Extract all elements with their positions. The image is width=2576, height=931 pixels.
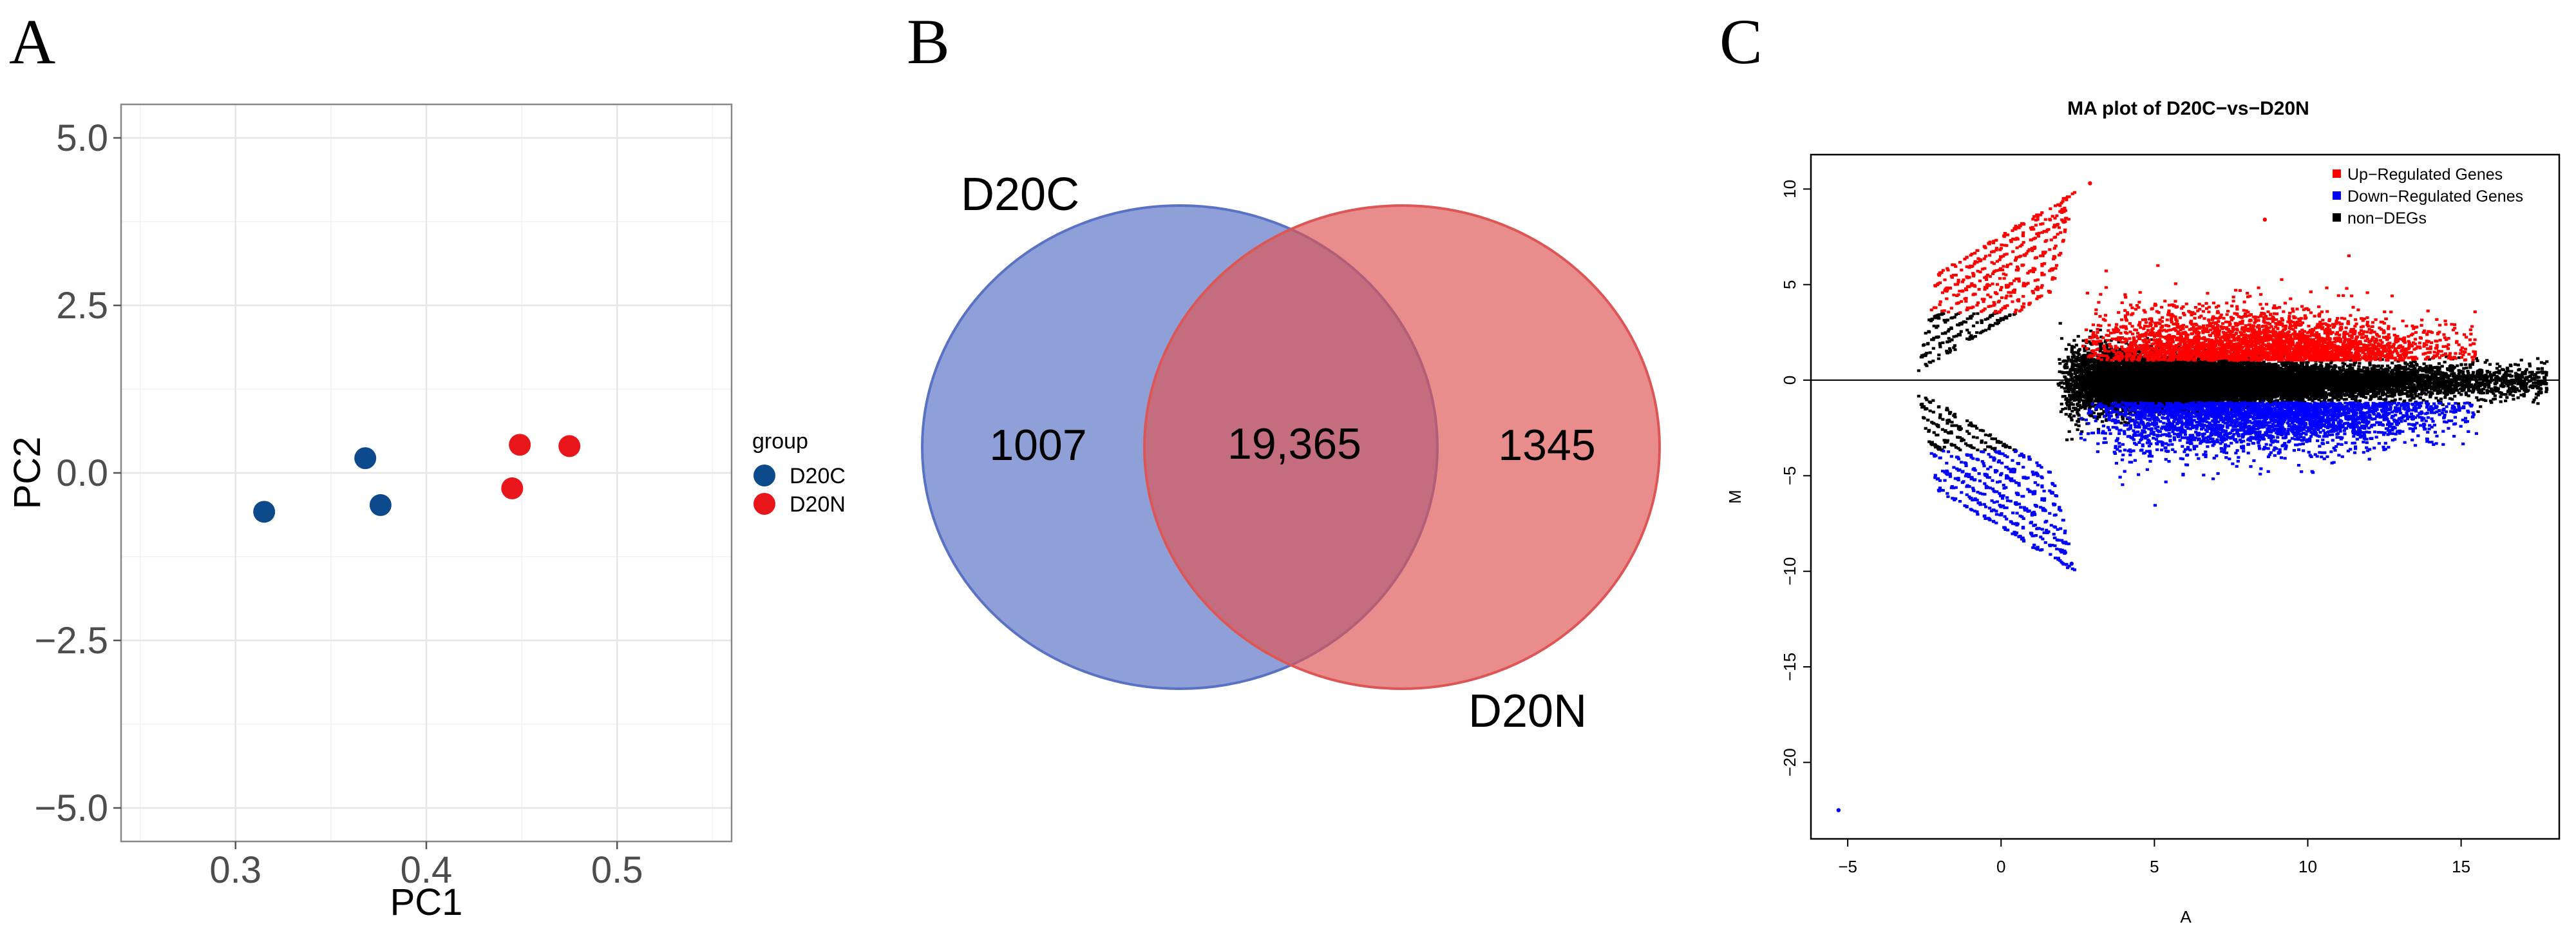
panel-letter-a: A xyxy=(9,6,55,77)
panel-letter-c: C xyxy=(1719,6,1763,77)
ma-points-down-regulated xyxy=(1929,401,2478,571)
pca-point-d20c xyxy=(369,494,392,516)
ma-legend-swatch-down xyxy=(2333,191,2341,200)
ma-points xyxy=(1836,181,2549,812)
pca-plot: 0.3 0.4 0.5 −5.0 −2.5 0.0 2.5 5.0 PC1 PC2 group… xyxy=(6,103,846,923)
pca-legend: group D20C D20N xyxy=(752,429,846,517)
pca-legend-title: group xyxy=(752,429,808,454)
ma-ticks: −5 0 5 10 15 10 5 0 −5 −10 −15 −20 xyxy=(1780,180,2470,876)
ma-x-tick-label: −5 xyxy=(1838,857,1857,876)
venn-set-label-d20n: D20N xyxy=(1468,686,1587,737)
ma-notable-point xyxy=(1836,808,1841,812)
pca-point-d20c xyxy=(354,447,377,470)
ma-notable-point xyxy=(2262,217,2268,222)
ma-y-tick-label: −5 xyxy=(1780,466,1799,486)
ma-legend-label-down: Down−Regulated Genes xyxy=(2347,187,2523,206)
ma-legend-swatch-up xyxy=(2333,169,2341,178)
pca-points xyxy=(253,434,581,523)
pca-x-tick-label: 0.5 xyxy=(591,849,643,891)
ma-title: MA plot of D20C−vs−D20N xyxy=(2067,98,2309,119)
ma-x-axis-title: A xyxy=(2180,907,2192,926)
ma-points-non-degs xyxy=(1917,311,2549,452)
ma-y-tick-label: −10 xyxy=(1780,557,1799,586)
ma-points-up-regulated xyxy=(1929,191,2477,362)
ma-x-tick-label: 15 xyxy=(2452,857,2470,876)
ma-plot-border xyxy=(1810,153,2561,840)
pca-legend-label-d20n: D20N xyxy=(790,492,846,517)
pca-y-tick-label: −5.0 xyxy=(35,787,109,829)
pca-x-tick-label: 0.3 xyxy=(209,849,261,891)
pca-y-tick-label: 2.5 xyxy=(56,285,108,327)
ma-y-tick-label: 10 xyxy=(1780,180,1799,198)
ma-notable-point xyxy=(2088,181,2092,186)
pca-point-d20n xyxy=(501,477,524,499)
pca-y-axis-title: PC2 xyxy=(6,437,48,510)
pca-y-tick-label: 0.0 xyxy=(56,452,108,494)
venn-count-intersection: 19,365 xyxy=(1227,419,1361,468)
ma-x-tick-label: 5 xyxy=(2150,857,2159,876)
ma-x-tick-label: 0 xyxy=(1996,857,2005,876)
ma-y-tick-label: −15 xyxy=(1780,653,1799,681)
pca-legend-label-d20c: D20C xyxy=(790,464,846,488)
pca-ticks: 0.3 0.4 0.5 −5.0 −2.5 0.0 2.5 5.0 xyxy=(35,117,643,891)
pca-point-d20c xyxy=(253,501,276,523)
venn-diagram: D20C D20N 1007 19,365 1345 xyxy=(921,169,1661,737)
pca-y-tick-label: 5.0 xyxy=(56,117,108,159)
ma-notable-point xyxy=(2069,561,2074,566)
pca-y-tick-label: −2.5 xyxy=(35,620,109,662)
ma-plot: MA plot of D20C−vs−D20N −5 0 5 10 15 10 5 0 −5 −1… xyxy=(1725,98,2561,926)
ma-y-tick-label: 5 xyxy=(1780,280,1799,289)
ma-y-tick-label: 0 xyxy=(1780,376,1799,385)
pca-x-axis-title: PC1 xyxy=(390,881,463,923)
pca-x-tick-label: 0.4 xyxy=(401,849,453,891)
ma-y-axis-title: M xyxy=(1725,490,1745,504)
pca-legend-swatch-d20n xyxy=(753,493,775,515)
ma-legend-label-up: Up−Regulated Genes xyxy=(2347,166,2503,184)
ma-x-tick-label: 10 xyxy=(2298,857,2317,876)
ma-legend: Up−Regulated Genes Down−Regulated Genes … xyxy=(2333,166,2523,227)
venn-set-label-d20c: D20C xyxy=(961,169,1079,220)
venn-count-d20n-only: 1345 xyxy=(1498,421,1595,470)
pca-legend-swatch-d20c xyxy=(753,465,775,486)
pca-point-d20n xyxy=(558,435,581,457)
pca-point-d20n xyxy=(509,434,531,456)
ma-legend-swatch-non xyxy=(2333,213,2341,222)
ma-legend-label-non: non−DEGs xyxy=(2347,209,2427,227)
panel-letter-b: B xyxy=(907,6,950,77)
venn-circle-d20n xyxy=(1143,204,1661,690)
venn-count-d20c-only: 1007 xyxy=(989,421,1086,470)
pca-grid xyxy=(121,104,732,841)
ma-y-tick-label: −20 xyxy=(1780,748,1799,776)
